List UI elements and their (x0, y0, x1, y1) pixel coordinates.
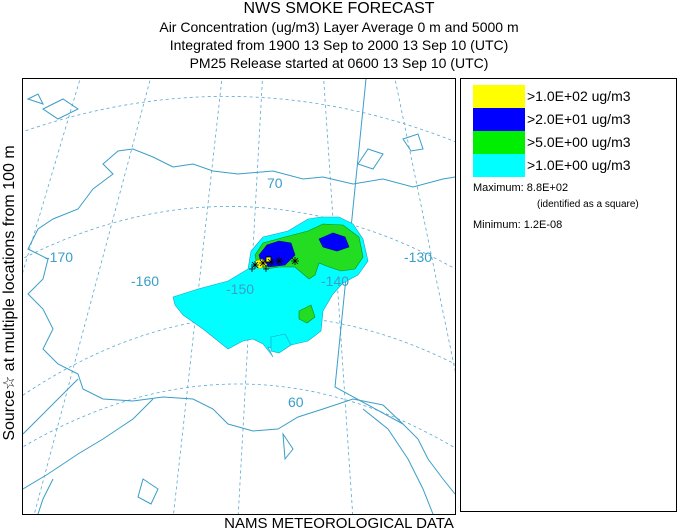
legend-label-yellow: >1.0E+02 ug/m3 (527, 88, 631, 104)
plume-blue-east (318, 232, 350, 252)
subtitle-release: PM25 Release started at 0600 13 Sep 10 (… (189, 55, 489, 71)
side-label: Source☆ at multiple locations from 100 m (0, 73, 20, 513)
subtitle-concentration: Air Concentration (ug/m3) Layer Average … (159, 19, 519, 35)
map-panel: -170 -160 -150 -140 -130 70 60 (22, 78, 456, 515)
plume-green-patch (298, 304, 316, 324)
graticule-longitudes (23, 79, 455, 514)
lat-label-60: 60 (288, 394, 304, 410)
legend-label-green: >5.0E+00 ug/m3 (527, 134, 631, 150)
legend-panel: >1.0E+02 ug/m3 >2.0E+01 ug/m3 >5.0E+00 u… (460, 78, 677, 512)
border-line (334, 79, 404, 425)
legend-swatch-green (473, 131, 525, 154)
source-markers (249, 257, 299, 272)
lat-label-70: 70 (267, 175, 283, 191)
legend-label-cyan: >1.0E+00 ug/m3 (527, 157, 631, 173)
side-label-text: Source☆ at multiple locations from 100 m (1, 145, 18, 441)
lon-label-150: -150 (226, 281, 254, 297)
lon-label-170: -170 (45, 249, 73, 265)
page-title: NWS SMOKE FORECAST (243, 0, 435, 17)
legend-minimum: Minimum: 1.2E-08 (473, 219, 563, 231)
legend-label-blue: >2.0E+01 ug/m3 (527, 111, 631, 127)
lon-label-160: -160 (131, 273, 159, 289)
lon-label-140: -140 (321, 273, 349, 289)
lon-label-130: -130 (404, 249, 432, 265)
plume-cyan-tail (270, 333, 292, 354)
legend-maximum: Maximum: 8.8E+02 (473, 182, 569, 194)
coastlines (23, 93, 455, 514)
legend-maximum-note: (identified as a square) (537, 199, 639, 210)
legend-swatch-yellow (473, 85, 525, 108)
subtitle-integration: Integrated from 1900 13 Sep to 2000 13 S… (169, 37, 509, 53)
map-svg: -170 -160 -150 -140 -130 70 60 (23, 79, 455, 514)
legend-swatch-blue (473, 108, 525, 131)
footer-label: NAMS METEOROLOGICAL DATA (224, 515, 454, 532)
legend-swatch-cyan (473, 154, 525, 177)
